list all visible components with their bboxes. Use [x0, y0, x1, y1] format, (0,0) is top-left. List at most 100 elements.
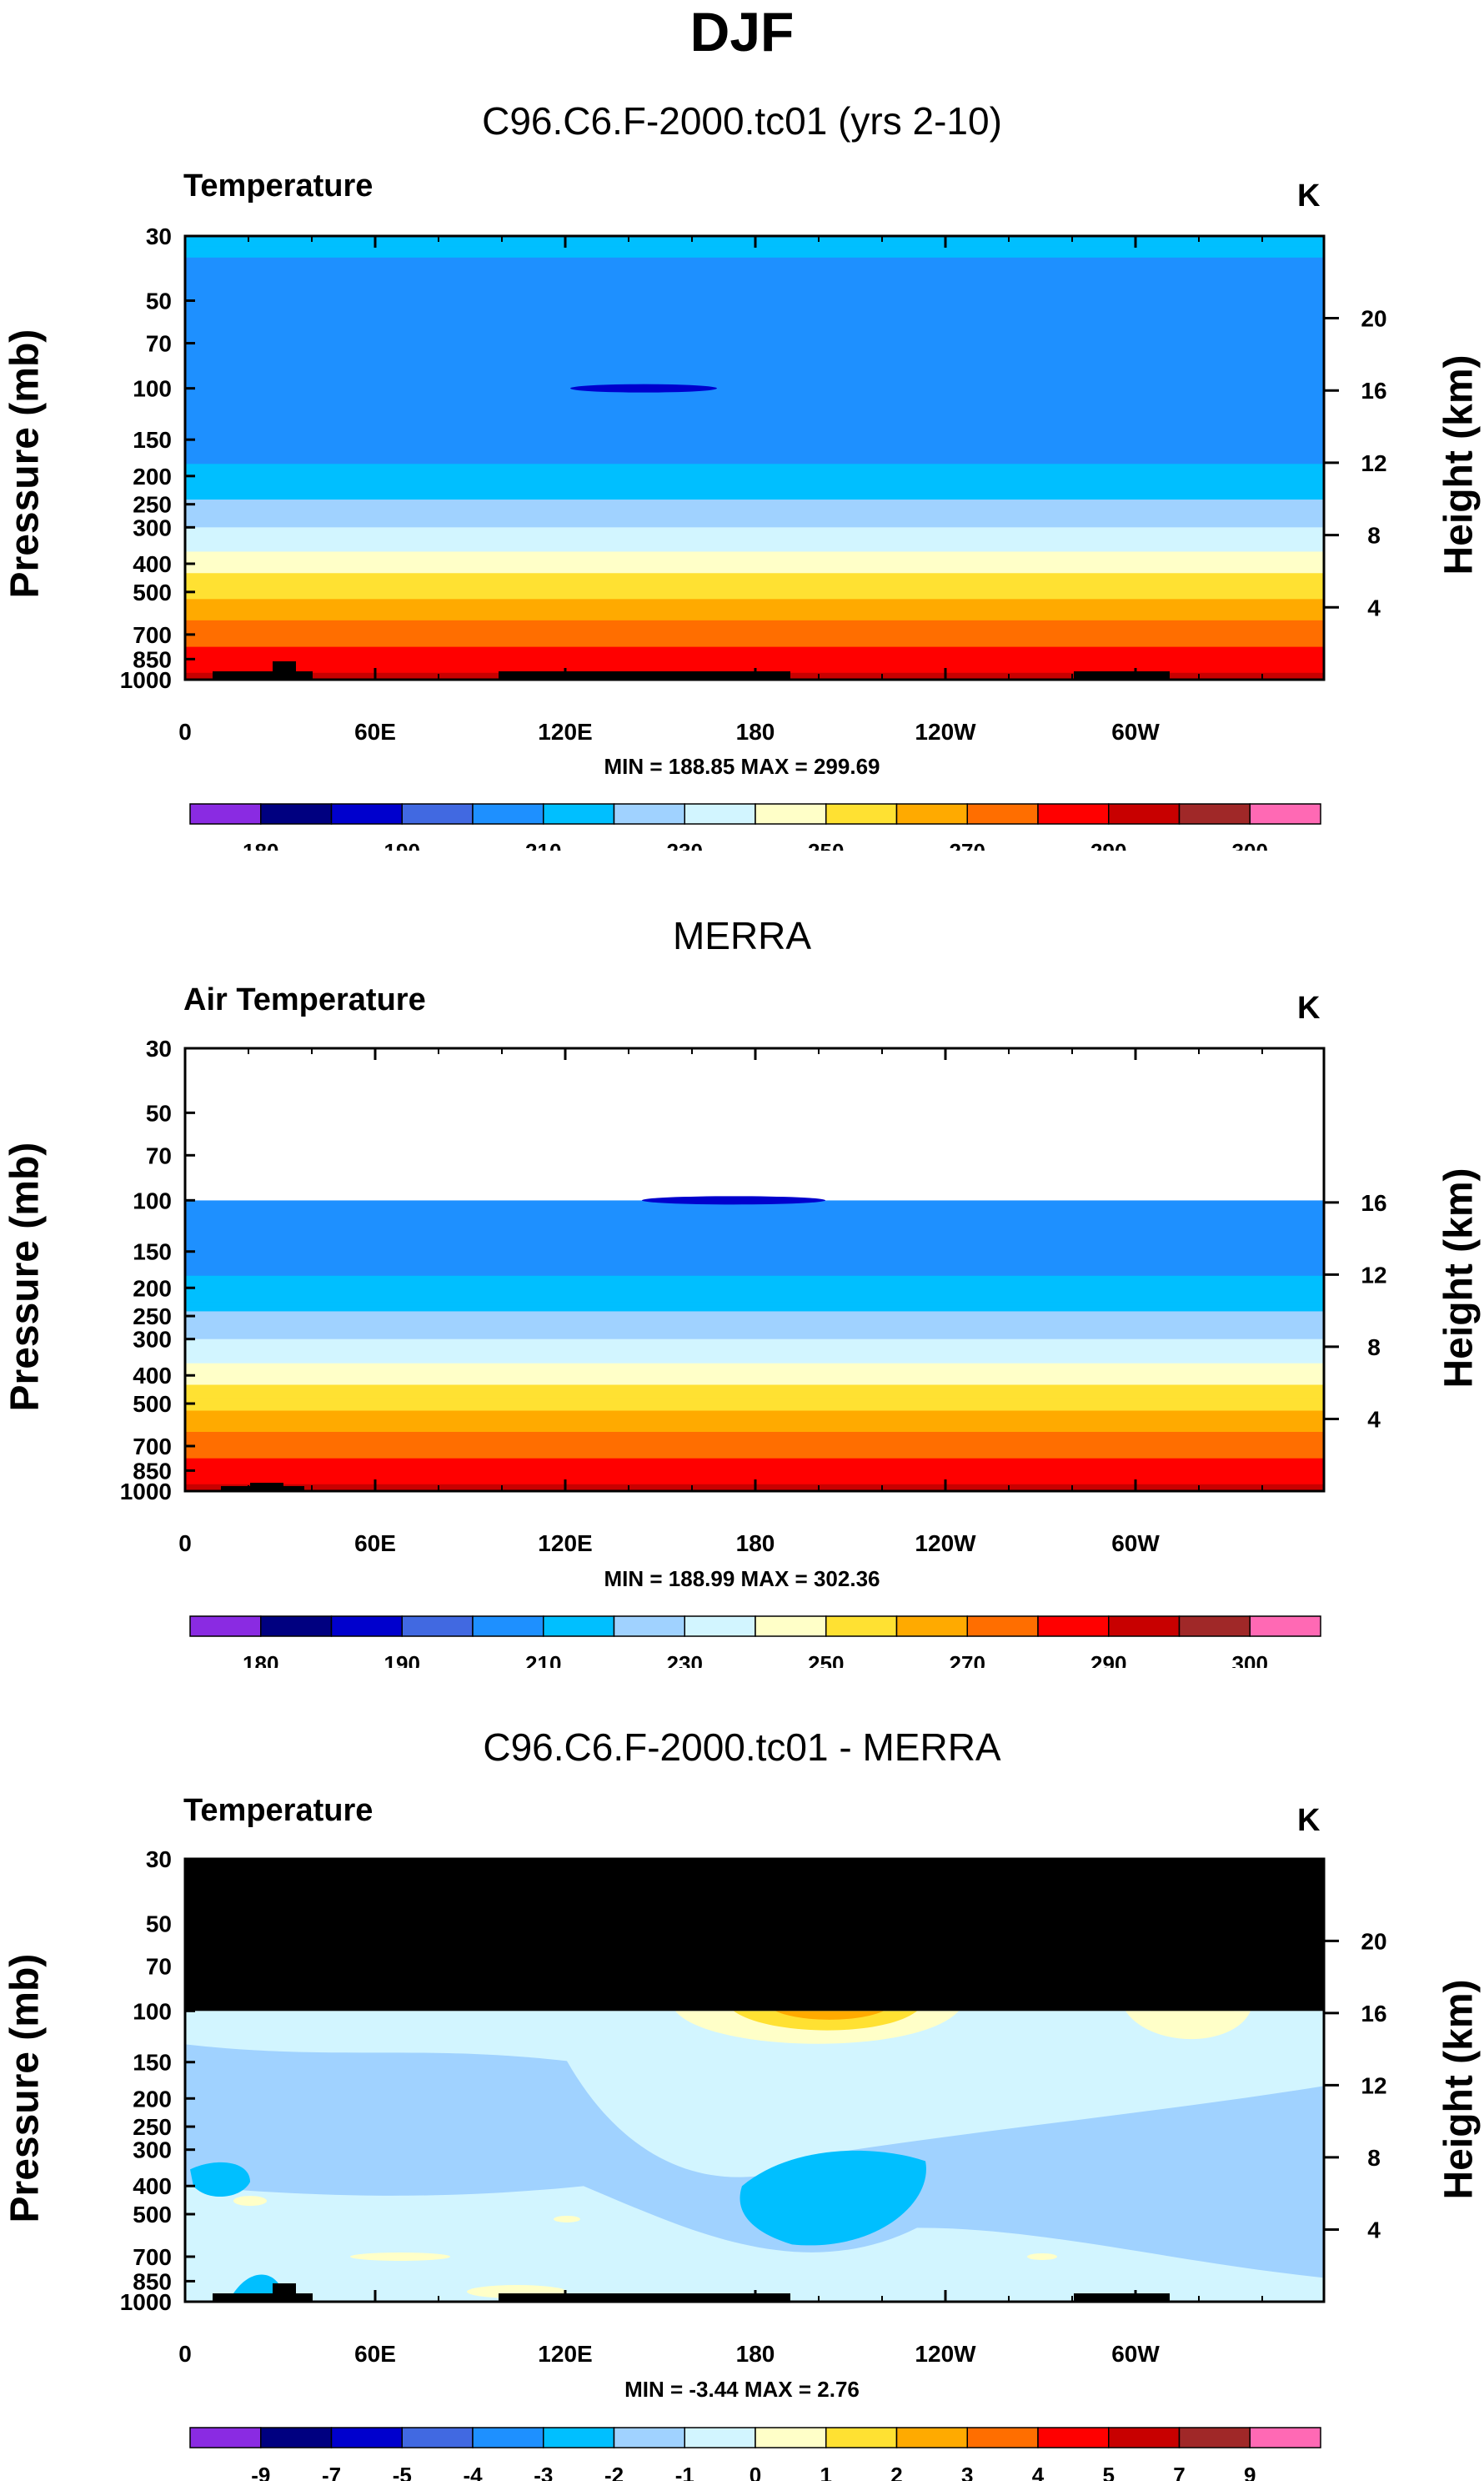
colorbar-label: 250 [808, 1651, 844, 1668]
contour-band [185, 422, 1324, 432]
contour-band [185, 1275, 1324, 1283]
y-tick-label: 500 [133, 580, 172, 605]
contour-band [185, 329, 1324, 337]
contour-band [185, 577, 1324, 584]
colorbar-swatch [825, 2427, 898, 2448]
y-tick-label: 300 [133, 515, 172, 540]
contour-band [185, 582, 1324, 588]
colorbar-label: 300 [1232, 839, 1268, 851]
min-max-stats: MIN = 188.85 MAX = 299.69 [604, 754, 880, 779]
colorbar-swatch [189, 2427, 262, 2448]
y-tick-label: 100 [133, 376, 172, 402]
right-tick-label: 16 [1361, 1190, 1386, 1216]
x-tick-label: 120W [915, 2341, 976, 2367]
contour-band [185, 1357, 1324, 1364]
contour-band [185, 545, 1324, 552]
contour-band [185, 1316, 1324, 1321]
contour-band [185, 1399, 1324, 1404]
cold-core [642, 1196, 825, 1205]
colorbar-label: 270 [950, 1651, 985, 1668]
x-tick-label: 60E [354, 719, 396, 745]
contour-band [185, 246, 1324, 259]
contour-band [185, 1470, 1324, 1474]
panel-title: C96.C6.F-2000.tc01 (yrs 2-10) [482, 99, 1002, 143]
colorbar-swatch [260, 2427, 333, 2448]
units-label: K [1297, 991, 1321, 1026]
contour-band [185, 480, 1324, 486]
variable-label: Temperature [183, 1793, 374, 1828]
contour-band [185, 464, 1324, 471]
figure-title: DJF [689, 1, 795, 63]
contour-band [185, 279, 1324, 291]
contour-band [185, 515, 1324, 520]
y-tick-label: 50 [146, 289, 172, 314]
colorbar-swatch [1108, 803, 1181, 825]
contour-band [185, 1477, 1324, 1482]
colorbar-label: 180 [243, 1651, 278, 1668]
x-tick-label: 0 [178, 719, 192, 745]
y-tick-label: 150 [133, 2050, 172, 2076]
contour-band [185, 527, 1324, 535]
x-tick-label: 180 [736, 719, 775, 745]
contour-band [185, 557, 1324, 565]
contour-band [185, 1208, 1324, 1218]
contour-band [185, 358, 1324, 367]
contour-band [185, 388, 1324, 398]
right-tick-label: 12 [1361, 2072, 1386, 2098]
colorbar-label: 190 [384, 1651, 420, 1668]
units-label: K [1297, 178, 1321, 213]
colorbar-label: 2 [890, 2463, 902, 2481]
contour-band [185, 504, 1324, 509]
y-tick-label: 250 [133, 1303, 172, 1329]
contour-band [185, 508, 1324, 513]
y-tick-label: 850 [133, 646, 172, 672]
colorbar-label: 250 [808, 839, 844, 851]
colorbar-label: 180 [243, 839, 278, 851]
x-tick-label: 60W [1111, 2341, 1160, 2367]
contour-band [185, 1404, 1324, 1412]
contour-band [185, 539, 1324, 546]
right-tick-label: 8 [1367, 2145, 1381, 2171]
contour-band [185, 1462, 1324, 1467]
colorbar-label: 190 [384, 839, 420, 851]
colorbar-swatch [966, 2427, 1039, 2448]
contour-band [185, 1351, 1324, 1358]
contour-band [185, 587, 1324, 593]
contour-band [185, 1234, 1324, 1243]
contour-band [185, 1226, 1324, 1235]
contour-band [185, 1418, 1324, 1426]
contour-band [185, 1302, 1324, 1308]
contour-band [185, 634, 1324, 640]
colorbar-swatch [1178, 803, 1251, 825]
variable-label: Temperature [183, 168, 374, 203]
contour-band [185, 1331, 1324, 1336]
contour-band [185, 1466, 1324, 1471]
contour-band [185, 1369, 1324, 1376]
colorbar-label: 210 [525, 1651, 561, 1668]
y-tick-label: 30 [146, 223, 172, 249]
y-tick-label: 200 [133, 2086, 172, 2112]
right-tick-label: 20 [1361, 1928, 1386, 1954]
contour-band [185, 1379, 1324, 1386]
contour-band [185, 1449, 1324, 1455]
x-tick-label: 60E [354, 1530, 396, 1556]
colorbar: 180 190 210 230 250 270 290 300 [189, 1615, 1321, 1668]
contour-band [185, 568, 1324, 574]
plot-area: 3050701001502002503004005007008501000161… [120, 1036, 1387, 1668]
colorbar-swatch [684, 1615, 756, 1637]
y-tick-label: 30 [146, 1036, 172, 1062]
contour-band [185, 1327, 1324, 1332]
contour-field [185, 1859, 1324, 2302]
land-mask [213, 2293, 313, 2302]
contour-band [185, 414, 1324, 424]
contour-band [185, 599, 1324, 607]
x-tick-label: 120W [915, 719, 976, 745]
contour-band [185, 1263, 1324, 1270]
x-tick-label: 120E [538, 719, 592, 745]
colorbar-swatch [1108, 2427, 1181, 2448]
x-tick-label: 0 [178, 2341, 192, 2367]
contour-band [185, 300, 1324, 309]
right-tick-label: 8 [1367, 1334, 1381, 1360]
x-tick-label: 120W [915, 1530, 976, 1556]
